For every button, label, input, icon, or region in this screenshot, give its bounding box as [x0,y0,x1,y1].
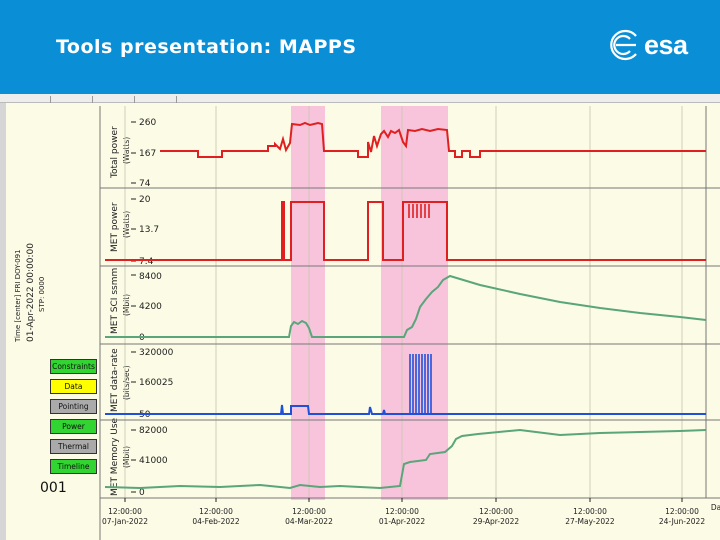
time-axis-ticks [124,498,683,502]
total-power-series [160,121,706,158]
met-memory-use-series [104,428,707,490]
met-data-rate-series [105,404,706,415]
slide-title: Tools presentation: MAPPS [56,36,357,58]
tick-label: 8400 [139,272,162,282]
timeline-plot: 260 167 74 20 13.7 7.4 8400 4200 0 32000… [99,106,720,540]
toolbar [0,94,720,103]
time-axis-date: 07-Jan-2022 [102,517,148,526]
tick-label: 320000 [139,348,174,358]
tick-label: 20 [139,195,151,205]
pointing-button[interactable]: Pointing [50,399,97,414]
row-number: 001 [40,480,67,496]
time-axis-date: 04-Feb-2022 [192,517,240,526]
time-axis-date: 29-Apr-2022 [473,517,520,526]
time-axis-time: 12:00:00 [665,507,699,516]
tick-label: 7.4 [139,257,154,267]
esa-logo-icon [610,29,637,61]
time-axis-time: 12:00:00 [292,507,326,516]
time-axis-time: 12:00:00 [479,507,513,516]
time-axis-overflow-label: Da [711,503,720,512]
time-axis-date: 24-Jun-2022 [659,517,705,526]
tick-marks [131,121,136,493]
met-power-series [105,201,706,261]
tick-label: 13.7 [139,225,159,235]
time-axis-time: 12:00:00 [199,507,233,516]
thermal-button[interactable]: Thermal [50,439,97,454]
time-axis-time: 12:00:00 [385,507,419,516]
tick-label: 0 [139,488,145,498]
panel-separators [99,106,720,540]
highlight-band [291,106,325,500]
constraints-button[interactable]: Constraints [50,359,97,374]
tick-label: 4200 [139,302,162,312]
esa-logo-text: esa [644,30,688,60]
highlight-band [381,106,448,500]
power-button[interactable]: Power [50,419,97,434]
tick-label: 260 [139,118,156,128]
tick-label: 167 [139,149,156,159]
time-axis-date: 01-Apr-2022 [379,517,426,526]
time-axis-date: 04-Mar-2022 [285,517,333,526]
tick-label: 41000 [139,456,168,466]
met-data-rate-bursts [409,354,432,414]
data-button[interactable]: Data [50,379,97,394]
time-axis-time: 12:00:00 [108,507,142,516]
left-scroll-strip [0,103,6,540]
time-axis-time: 12:00:00 [573,507,607,516]
tick-label: 160025 [139,378,173,388]
tick-label: 74 [139,179,151,189]
vertical-grid [124,106,683,498]
met-power-spikes [408,204,430,218]
time-axis-date: 27-May-2022 [565,517,615,526]
met-sci-ssmm-series [105,274,707,338]
slide-header: Tools presentation: MAPPS esa [0,0,720,94]
tick-label: 82000 [139,426,168,436]
mapps-screenshot: Time [center] FRI DOY-091 01-Apr-2022 00… [0,94,720,540]
timeline-button[interactable]: Timeline [50,459,97,474]
